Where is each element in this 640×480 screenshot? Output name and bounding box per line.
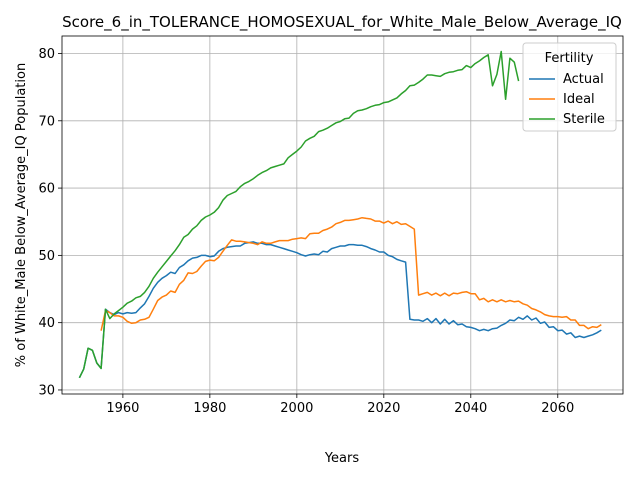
legend-label-actual: Actual <box>563 72 604 87</box>
x-tick-label: 2000 <box>280 401 313 416</box>
legend: Fertility Actual Ideal Sterile <box>522 42 617 132</box>
chart-title: Score_6_in_TOLERANCE_HOMOSEXUAL_for_Whit… <box>62 13 622 32</box>
axis-ticks: 1960 1980 2000 2020 2040 2060 30 40 50 60 70 80 <box>38 47 574 416</box>
plot-area-frame <box>61 35 624 395</box>
x-tick-label: 2060 <box>541 401 574 416</box>
series-line-sterile <box>78 50 520 379</box>
series-lines <box>78 50 602 379</box>
legend-label-ideal: Ideal <box>563 92 595 107</box>
y-tick-label: 50 <box>38 249 55 264</box>
x-axis-label: Years <box>324 451 360 466</box>
series-line-actual <box>78 241 602 379</box>
y-tick-label: 40 <box>38 316 55 331</box>
y-tick-label: 70 <box>38 114 55 129</box>
x-tick-label: 1980 <box>193 401 226 416</box>
legend-entries: Actual Ideal Sterile <box>529 72 605 127</box>
y-tick-label: 30 <box>38 383 55 398</box>
x-tick-label: 2040 <box>454 401 487 416</box>
y-tick-label: 60 <box>38 182 55 197</box>
legend-title: Fertility <box>545 51 594 66</box>
series-line-ideal <box>100 216 602 331</box>
y-axis-label: % of White_Male Below_Average_IQ Populat… <box>14 63 29 367</box>
legend-box <box>522 42 617 132</box>
x-tick-label: 1960 <box>106 401 139 416</box>
y-tick-label: 80 <box>38 47 55 62</box>
x-tick-label: 2020 <box>367 401 400 416</box>
legend-label-sterile: Sterile <box>563 112 605 127</box>
